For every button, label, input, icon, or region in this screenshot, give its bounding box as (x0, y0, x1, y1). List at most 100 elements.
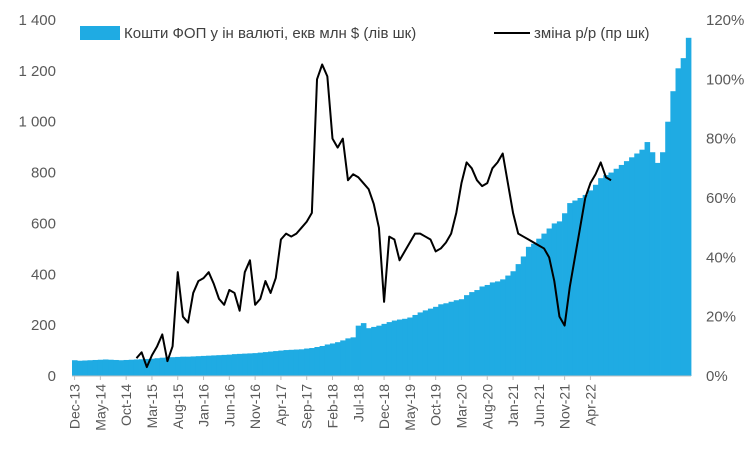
bar (273, 351, 279, 376)
bar (113, 359, 119, 376)
bar (216, 355, 222, 376)
bar (551, 223, 558, 376)
bar (510, 271, 517, 376)
bar (541, 233, 547, 376)
bar (293, 349, 300, 376)
legend-line-label: зміна р/р (пр шк) (534, 25, 650, 42)
bar (572, 200, 578, 376)
x-tick-label: Aug-15 (170, 384, 186, 429)
bar (623, 161, 630, 376)
bar (319, 345, 326, 376)
bar (515, 264, 522, 376)
y-right-tick-label: 60% (706, 190, 736, 207)
bar (402, 318, 408, 376)
y-left-tick-label: 1 000 (18, 114, 56, 131)
x-tick-label: Dec-13 (67, 384, 83, 429)
bar (412, 314, 419, 376)
bar (556, 221, 563, 376)
bar (77, 360, 83, 376)
bar (489, 282, 496, 376)
bar (154, 358, 161, 376)
y-right-tick-label: 0% (706, 368, 728, 385)
x-tick-label: Aug-20 (479, 384, 495, 429)
bar (355, 325, 362, 376)
bar (345, 338, 351, 376)
x-tick-label: Jun-21 (531, 384, 547, 427)
bar (102, 359, 109, 376)
x-tick-label: Apr-22 (582, 384, 598, 426)
bar (587, 190, 594, 376)
x-tick-label: May-14 (92, 384, 108, 431)
x-tick-label: Nov-21 (557, 384, 573, 429)
bar (221, 354, 228, 376)
bar (262, 352, 269, 376)
bar (453, 300, 460, 376)
bar (680, 58, 687, 376)
y-right-tick-label: 80% (706, 131, 736, 148)
bar (433, 306, 439, 376)
bar (577, 198, 584, 376)
bar (685, 37, 692, 377)
bar (613, 168, 620, 376)
bar (443, 303, 449, 376)
y-left-tick-label: 400 (31, 266, 56, 283)
bar (469, 292, 475, 376)
bar (582, 194, 589, 376)
x-tick-label: Oct-19 (428, 384, 444, 426)
y-left-tick-label: 1 400 (18, 12, 56, 29)
bar (180, 356, 186, 376)
bar (108, 359, 114, 376)
bar (505, 275, 511, 376)
bar (206, 355, 212, 376)
bar (340, 340, 346, 376)
y-right-tick-label: 100% (706, 71, 744, 88)
bar (531, 243, 537, 376)
bar (381, 323, 388, 376)
bar (500, 279, 506, 376)
bar (268, 351, 274, 376)
bar (618, 164, 625, 376)
bar (644, 142, 651, 376)
bar (598, 178, 604, 376)
bar (200, 355, 207, 376)
x-tick-label: Mar-15 (144, 384, 160, 429)
x-tick-label: Jul-18 (350, 384, 366, 422)
bar (386, 322, 393, 376)
x-tick-label: Oct-14 (118, 384, 134, 426)
bar (128, 359, 135, 376)
bar (211, 355, 217, 376)
bar (592, 184, 599, 376)
bar (298, 349, 305, 376)
bar (536, 238, 542, 376)
bar (82, 360, 88, 376)
y-right-tick-label: 20% (706, 309, 736, 326)
bar (185, 356, 192, 376)
bar (87, 360, 94, 376)
line-path (135, 63, 612, 369)
bar (257, 352, 264, 376)
x-tick-label: Jan-21 (505, 384, 521, 427)
bar (242, 353, 248, 376)
bar (139, 359, 145, 376)
bar (360, 323, 367, 376)
bar (170, 357, 176, 376)
bar (407, 317, 413, 376)
bar (474, 290, 480, 376)
bar (92, 359, 99, 376)
bar (278, 350, 284, 376)
bar (670, 91, 676, 376)
x-tick-label: Dec-18 (376, 384, 392, 429)
bar (159, 357, 166, 376)
legend: Кошти ФОП у ін валюті, екв млн $ (лів шк… (80, 25, 650, 42)
bar (314, 347, 320, 376)
bar (654, 162, 661, 376)
bar (391, 320, 398, 376)
bar (366, 328, 372, 376)
bar (237, 353, 243, 376)
bar (422, 310, 429, 376)
bar (252, 353, 259, 376)
bar (438, 304, 444, 376)
bar (484, 284, 491, 376)
bar (675, 68, 682, 376)
bar (665, 121, 671, 377)
